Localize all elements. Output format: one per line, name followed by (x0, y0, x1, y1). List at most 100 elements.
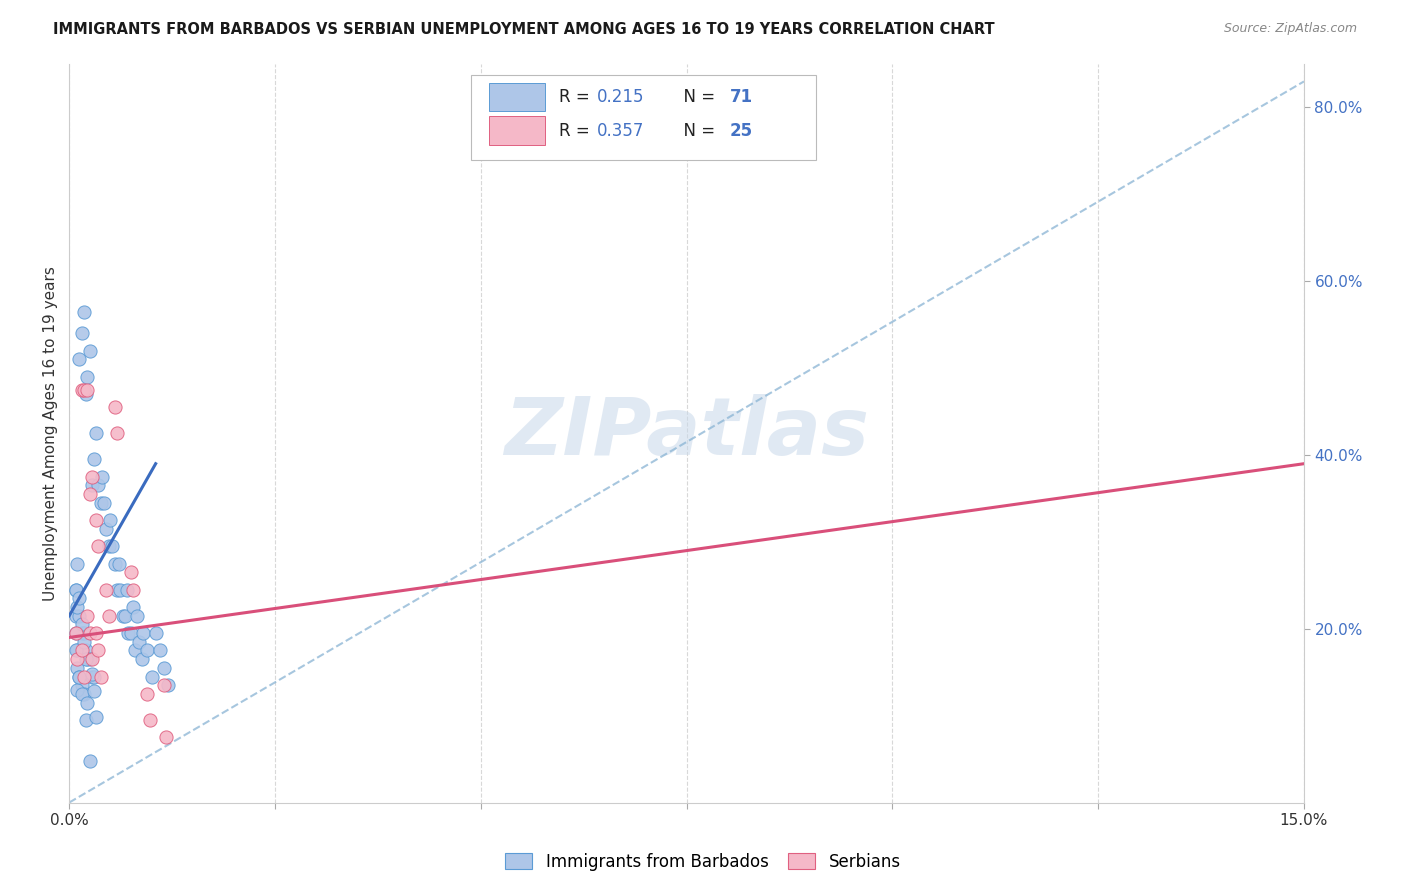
Point (96, 582, 118, 597)
Point (136, 643, 159, 657)
Legend: Immigrants from Barbados, Serbians: Immigrants from Barbados, Serbians (498, 845, 908, 880)
Point (79, 754, 101, 768)
Y-axis label: Unemployment Among Ages 16 to 19 years: Unemployment Among Ages 16 to 19 years (44, 266, 58, 600)
Point (70, 617, 93, 632)
Point (76, 383, 98, 397)
Point (65, 626, 87, 640)
Point (67, 608, 90, 623)
Point (67, 669, 90, 683)
Point (67, 591, 90, 606)
Point (111, 608, 134, 623)
Point (97, 539, 120, 553)
Point (75, 387, 97, 401)
Point (83, 452, 105, 467)
Point (107, 557, 129, 571)
Point (70, 643, 93, 657)
Text: R =: R = (560, 88, 595, 106)
Point (65, 608, 87, 623)
Point (141, 669, 163, 683)
Point (86, 710, 108, 724)
FancyBboxPatch shape (489, 83, 544, 112)
Point (117, 626, 139, 640)
Point (73, 669, 96, 683)
Point (84, 513, 107, 527)
Point (105, 582, 128, 597)
FancyBboxPatch shape (471, 75, 817, 160)
Point (120, 566, 142, 580)
Point (89, 496, 111, 510)
Point (87, 643, 110, 657)
Point (103, 557, 125, 571)
Text: 0.357: 0.357 (596, 121, 644, 139)
Point (149, 643, 172, 657)
Point (131, 652, 153, 666)
Point (87, 478, 110, 492)
Point (70, 383, 93, 397)
Point (66, 652, 89, 666)
Point (96, 522, 118, 536)
Point (82, 652, 104, 666)
Text: N =: N = (673, 88, 720, 106)
Point (91, 469, 114, 483)
Point (136, 687, 159, 701)
Point (67, 352, 90, 367)
Point (103, 401, 125, 415)
Point (82, 478, 104, 492)
Point (105, 426, 128, 441)
Point (66, 643, 89, 657)
Text: Source: ZipAtlas.com: Source: ZipAtlas.com (1223, 22, 1357, 36)
Point (87, 539, 110, 553)
Text: 0.215: 0.215 (596, 88, 644, 106)
Point (66, 600, 89, 615)
Point (125, 608, 148, 623)
Point (139, 713, 162, 727)
Point (89, 669, 111, 683)
Point (83, 684, 105, 698)
Point (76, 696, 98, 710)
Point (83, 669, 105, 683)
Point (76, 369, 98, 384)
Point (65, 582, 87, 597)
Point (66, 661, 89, 675)
Point (145, 626, 167, 640)
Point (124, 643, 146, 657)
Point (66, 557, 89, 571)
Text: 71: 71 (730, 88, 754, 106)
Point (65, 643, 87, 657)
Text: IMMIGRANTS FROM BARBADOS VS SERBIAN UNEMPLOYMENT AMONG AGES 16 TO 19 YEARS CORRE: IMMIGRANTS FROM BARBADOS VS SERBIAN UNEM… (53, 22, 995, 37)
Point (73, 304, 96, 318)
Text: N =: N = (673, 121, 720, 139)
Point (100, 513, 122, 527)
Point (75, 643, 97, 657)
Point (65, 582, 87, 597)
Point (73, 383, 96, 397)
Point (75, 652, 97, 666)
Point (70, 687, 93, 701)
Point (82, 669, 104, 683)
Point (82, 469, 104, 483)
Point (120, 626, 142, 640)
Point (84, 626, 107, 640)
Point (114, 608, 136, 623)
Text: 25: 25 (730, 121, 754, 139)
Point (79, 487, 101, 501)
Point (70, 678, 93, 692)
Point (128, 635, 150, 649)
Point (122, 582, 145, 597)
Point (115, 582, 138, 597)
Point (73, 687, 96, 701)
Point (156, 678, 179, 692)
Point (132, 626, 155, 640)
Point (73, 626, 96, 640)
Point (70, 326, 93, 341)
Point (65, 626, 87, 640)
Point (153, 661, 176, 675)
Point (97, 608, 120, 623)
Point (76, 652, 98, 666)
Text: ZIPatlas: ZIPatlas (505, 394, 869, 472)
Point (110, 582, 132, 597)
Point (153, 678, 176, 692)
FancyBboxPatch shape (489, 117, 544, 145)
Point (79, 343, 101, 358)
Point (86, 426, 108, 441)
